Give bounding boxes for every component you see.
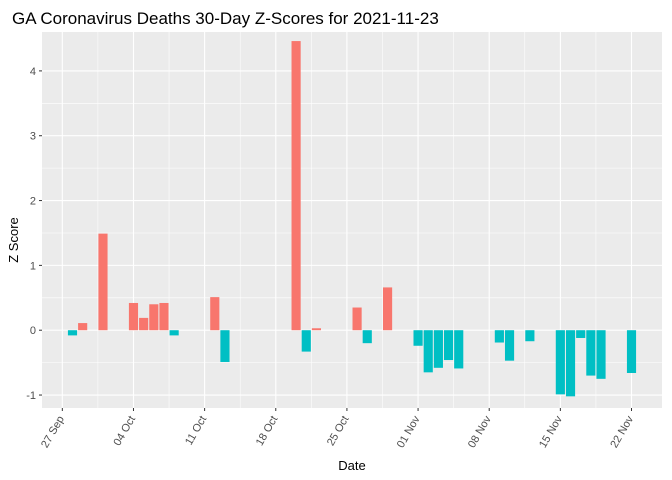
bar — [220, 330, 230, 362]
y-tick-label: 4 — [30, 66, 36, 78]
y-tick-label: 3 — [30, 131, 36, 143]
bar — [67, 330, 78, 336]
y-tick-label: 0 — [30, 325, 36, 337]
bar — [626, 330, 637, 373]
x-tick-label: 04 Oct — [111, 414, 138, 448]
bar — [362, 330, 372, 344]
bar — [433, 330, 443, 368]
bar — [413, 330, 423, 346]
y-tick-label: -1 — [26, 390, 36, 402]
bar — [210, 297, 220, 331]
y-axis-title: Z Score — [6, 217, 21, 263]
y-axis: -1 0 1 2 3 4 — [26, 66, 42, 402]
bar — [149, 304, 159, 331]
bar — [291, 41, 301, 331]
bar — [78, 323, 88, 331]
bar — [423, 330, 433, 373]
bar — [565, 330, 576, 397]
bar — [555, 330, 565, 395]
bar — [454, 330, 464, 369]
bar — [169, 330, 179, 336]
x-axis: 27 Sep 04 Oct 11 Oct 18 Oct 25 Oct 01 Nov 08 N… — [39, 408, 636, 450]
grid-lines — [42, 32, 662, 408]
bar — [504, 330, 515, 361]
x-tick-label: 01 Nov — [395, 414, 423, 451]
x-tick-label: 11 Oct — [183, 414, 209, 447]
bar — [494, 330, 504, 343]
chart-title: GA Coronavirus Deaths 30-Day Z-Scores fo… — [12, 9, 439, 28]
bar — [352, 307, 362, 331]
y-tick-label: 2 — [30, 196, 36, 208]
x-tick-label: 18 Oct — [254, 414, 281, 448]
bar — [301, 330, 311, 352]
bar — [576, 330, 586, 338]
bar — [98, 233, 108, 331]
bar — [159, 302, 169, 331]
bar — [128, 302, 139, 331]
bar — [586, 330, 596, 376]
x-tick-label: 27 Sep — [39, 414, 67, 450]
x-tick-label: 22 Nov — [608, 414, 636, 451]
bars — [67, 41, 637, 397]
x-tick-label: 15 Nov — [537, 414, 565, 451]
y-tick-label: 1 — [30, 260, 36, 272]
bar — [139, 317, 149, 331]
bar — [596, 330, 606, 379]
bar — [383, 287, 393, 331]
x-tick-label: 08 Nov — [466, 414, 494, 451]
bar — [443, 330, 454, 361]
x-tick-label: 25 Oct — [325, 414, 352, 448]
x-axis-title: Date — [338, 458, 365, 473]
bar — [311, 328, 321, 331]
bar — [525, 330, 535, 342]
